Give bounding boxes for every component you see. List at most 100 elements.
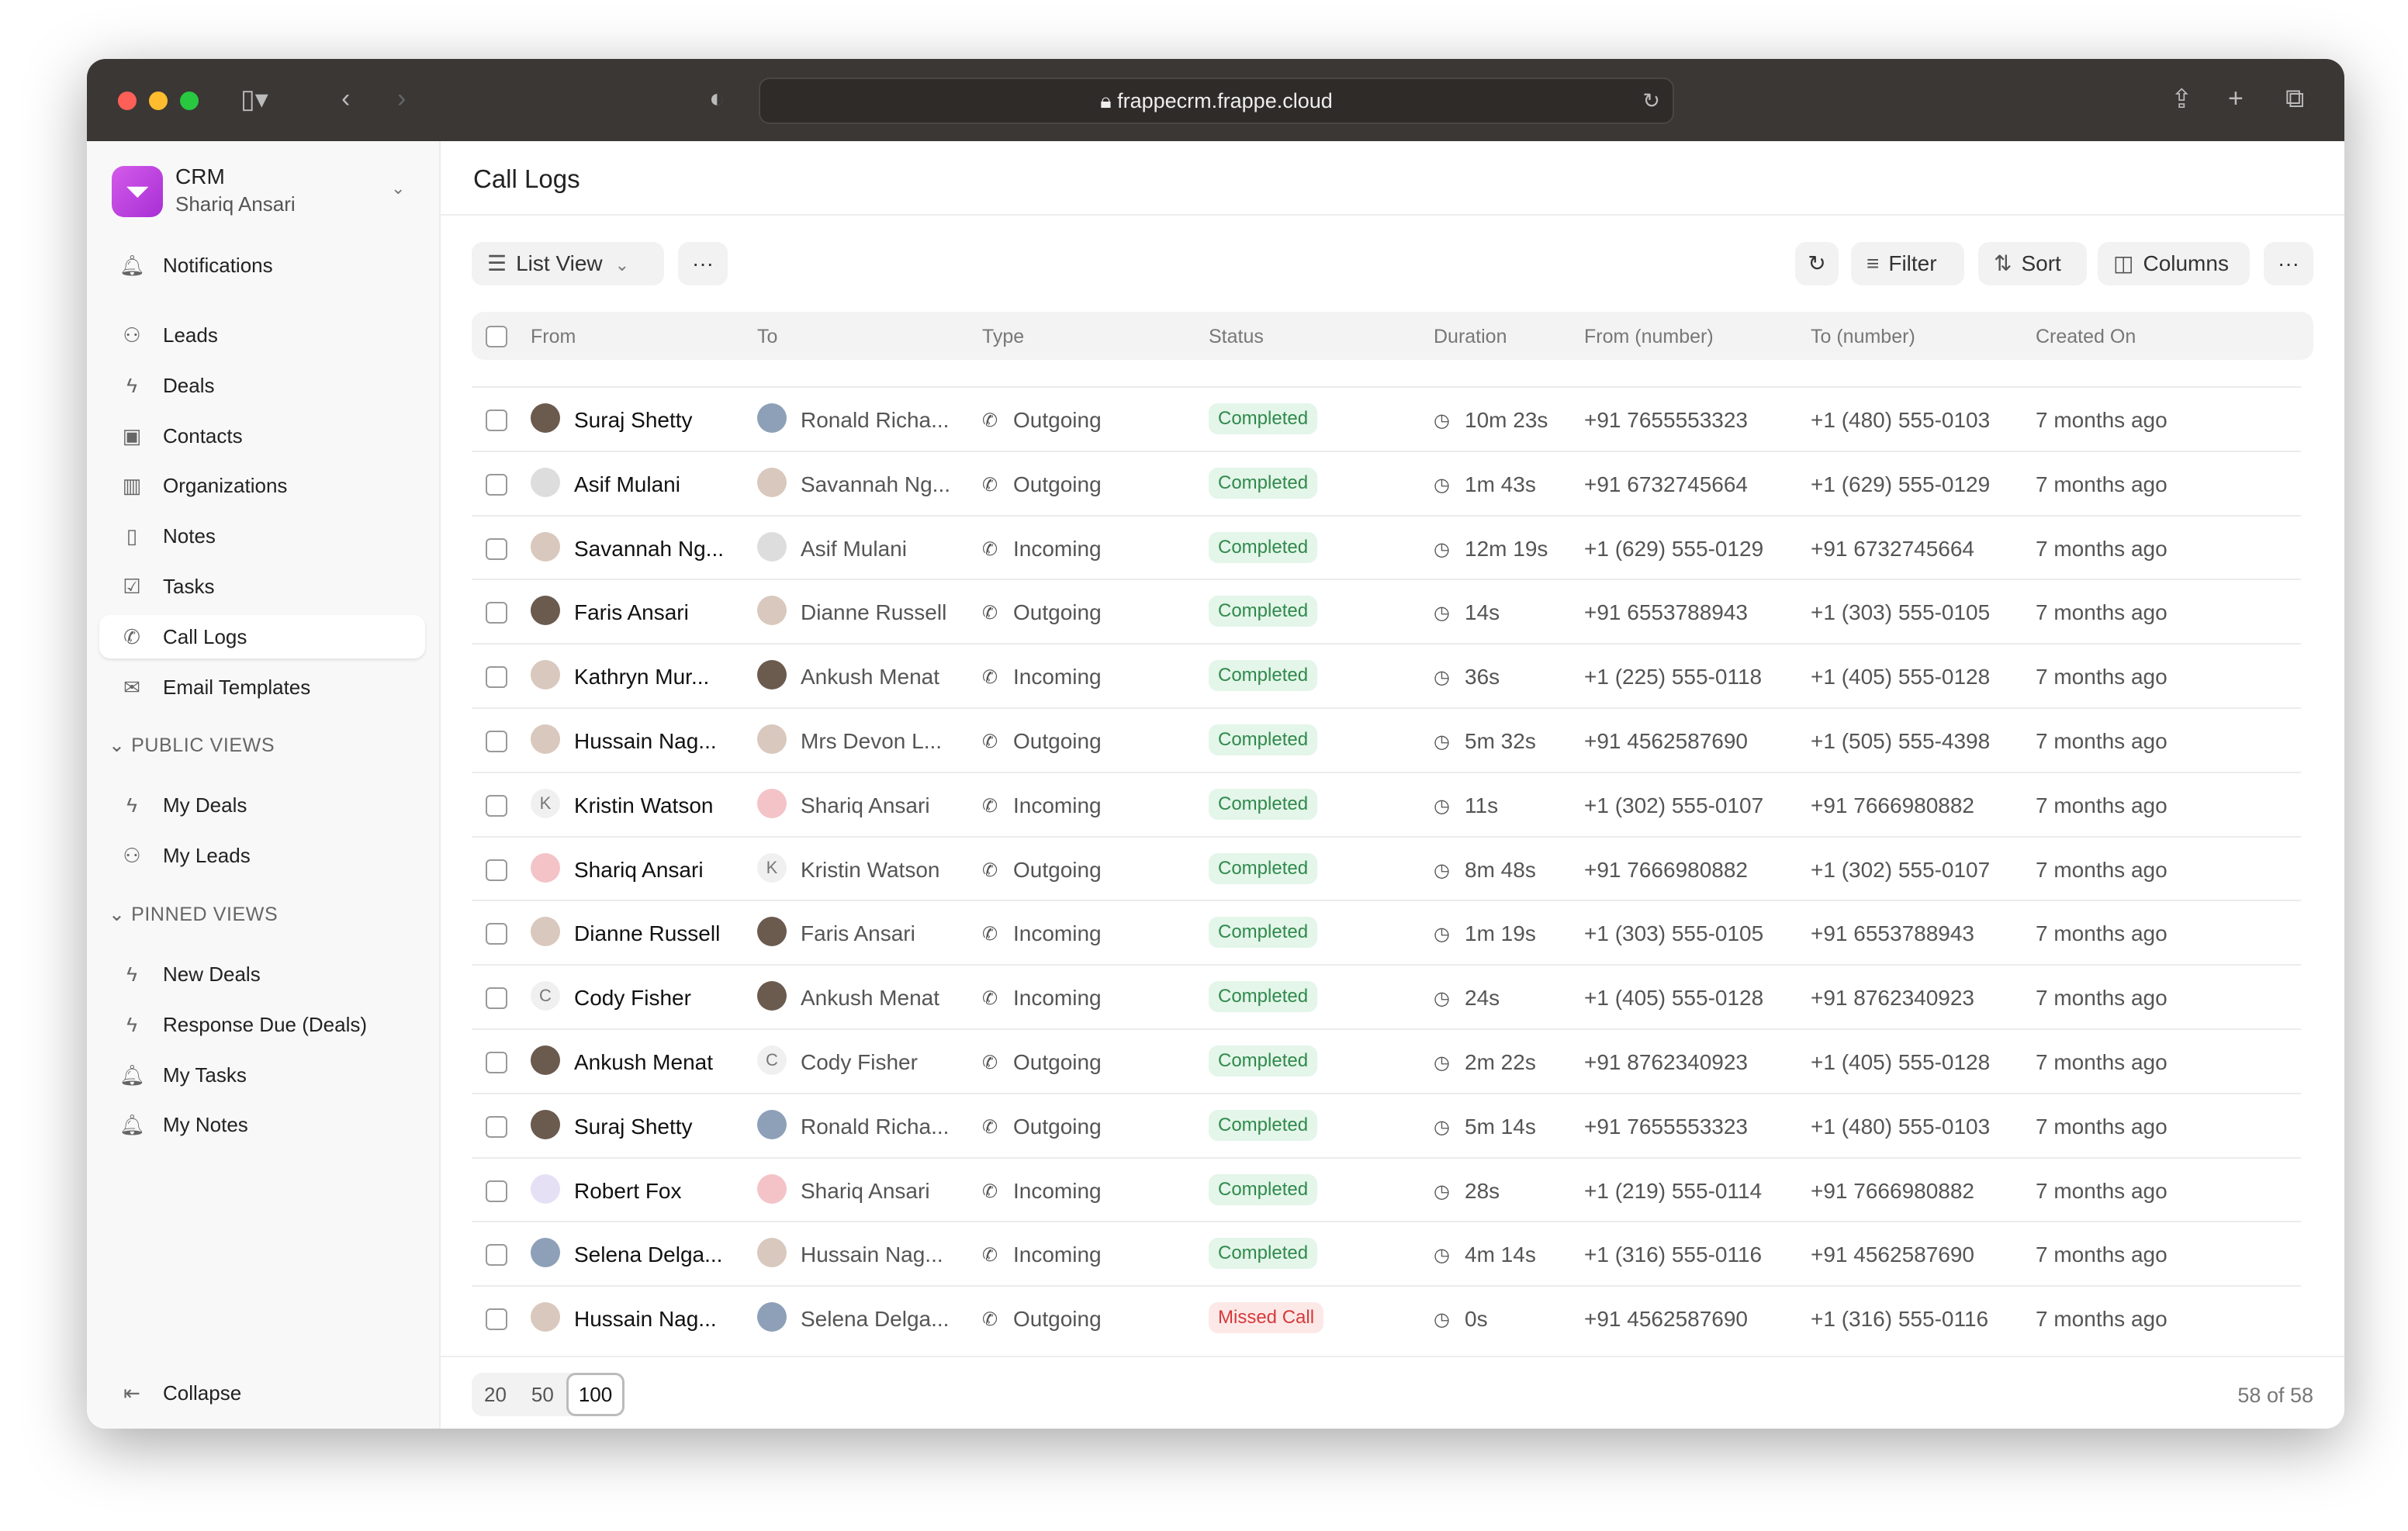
sidebar-item-my-leads[interactable]: ⚇ My Leads	[99, 834, 425, 877]
sidebar-item-leads[interactable]: ⚇ Leads	[99, 313, 425, 357]
filter-button[interactable]: ≡ Filter	[1851, 242, 1964, 285]
row-checkbox[interactable]	[486, 537, 507, 560]
table-row[interactable]: C Cody Fisher Ankush Menat ✆ Incoming Co…	[472, 964, 2301, 1029]
table-row[interactable]: Ankush Menat C Cody Fisher ✆ Outgoing Co…	[472, 1028, 2301, 1094]
to-name: Faris Ansari	[801, 921, 915, 946]
row-checkbox[interactable]	[486, 1180, 507, 1202]
sidebar-item-organizations[interactable]: ▥ Organizations	[99, 464, 425, 507]
sidebar-item-contacts[interactable]: ▣ Contacts	[99, 414, 425, 458]
sidebar-item-my-tasks[interactable]: 🔔︎ My Tasks	[99, 1053, 425, 1097]
table-row[interactable]: Suraj Shetty Ronald Richa... ✆ Outgoing …	[472, 1092, 2301, 1158]
sidebar-item-deals[interactable]: ϟ Deals	[99, 364, 425, 407]
from-name: Faris Ansari	[574, 600, 689, 625]
column-header[interactable]: From	[531, 326, 576, 347]
public-views-section[interactable]: ⌄ PUBLIC VIEWS	[109, 734, 275, 757]
table-row[interactable]: Suraj Shetty Ronald Richa... ✆ Outgoing …	[472, 386, 2301, 451]
table-row[interactable]: K Kristin Watson Shariq Ansari ✆ Incomin…	[472, 771, 2301, 837]
table-row[interactable]: Savannah Ng... Asif Mulani ✆ Incoming Co…	[472, 514, 2301, 580]
reload-icon[interactable]: ↻	[1642, 89, 1660, 112]
chevron-down-icon[interactable]: ⌄	[391, 178, 406, 198]
clock-icon: ◷	[1434, 474, 1450, 496]
back-icon[interactable]: ‹	[341, 84, 351, 113]
pinned-views-section[interactable]: ⌄ PINNED VIEWS	[109, 903, 278, 926]
column-header[interactable]: Created On	[2036, 326, 2136, 347]
list-icon: ☰	[487, 251, 507, 275]
row-checkbox[interactable]	[486, 1308, 507, 1331]
user-name[interactable]: Shariq Ansari	[175, 192, 296, 216]
more-actions-button[interactable]: ···	[2264, 242, 2313, 285]
column-header[interactable]: Status	[1209, 326, 1264, 347]
table-row[interactable]: Kathryn Mur... Ankush Menat ✆ Incoming C…	[472, 643, 2301, 708]
row-checkbox[interactable]	[486, 473, 507, 496]
from-name: Selena Delga...	[574, 1242, 723, 1267]
avatar	[531, 467, 560, 497]
table-row[interactable]: Hussain Nag... Mrs Devon L... ✆ Outgoing…	[472, 707, 2301, 772]
sidebar-item-my-deals[interactable]: ϟ My Deals	[99, 783, 425, 827]
table-row[interactable]: Faris Ansari Dianne Russell ✆ Outgoing C…	[472, 579, 2301, 644]
row-checkbox[interactable]	[486, 666, 507, 689]
sidebar-item-call-logs[interactable]: ✆ Call Logs	[99, 614, 425, 658]
share-icon[interactable]: ⇪	[2171, 85, 2193, 114]
column-header[interactable]: To	[757, 326, 778, 347]
forward-icon[interactable]: ›	[397, 84, 407, 113]
tabs-overview-icon[interactable]: ⧉	[2285, 84, 2305, 113]
table-footer: 20 50 100 58 of 58	[441, 1356, 2344, 1429]
row-checkbox[interactable]	[486, 987, 507, 1010]
sidebar-item-tasks[interactable]: ☑ Tasks	[99, 565, 425, 608]
sidebar-item-email-templates[interactable]: ✉ Email Templates	[99, 665, 425, 709]
refresh-button[interactable]: ↻	[1795, 242, 1839, 285]
row-checkbox[interactable]	[486, 1115, 507, 1138]
row-checkbox[interactable]	[486, 410, 507, 431]
table-row[interactable]: Robert Fox Shariq Ansari ✆ Incoming Comp…	[472, 1156, 2301, 1222]
row-checkbox[interactable]	[486, 1244, 507, 1267]
address-bar[interactable]: 🔒︎ frappecrm.frappe.cloud ↻	[759, 78, 1674, 124]
table-row[interactable]: Dianne Russell Faris Ansari ✆ Incoming C…	[472, 900, 2301, 965]
sidebar-toggle-icon[interactable]: ▯▾	[240, 85, 268, 114]
sort-button[interactable]: ⇅ Sort	[1978, 242, 2087, 285]
shield-icon[interactable]: ◐	[709, 84, 725, 113]
from-number: +91 6553788943	[1584, 600, 1748, 625]
avatar	[757, 467, 787, 497]
clock-icon: ◷	[1434, 1052, 1450, 1073]
column-header[interactable]: From (number)	[1584, 326, 1714, 347]
new-tab-icon[interactable]: +	[2228, 84, 2244, 113]
column-header[interactable]: To (number)	[1811, 326, 1915, 347]
list-view-dropdown[interactable]: ☰ List View ⌄	[472, 242, 664, 285]
columns-button[interactable]: ◫ Columns	[2098, 242, 2250, 285]
more-options-button[interactable]: ···	[678, 242, 728, 285]
page-size-100[interactable]: 100	[566, 1373, 625, 1416]
app-name[interactable]: CRM	[175, 164, 225, 188]
row-checkbox[interactable]	[486, 602, 507, 624]
column-header[interactable]: Duration	[1434, 326, 1507, 347]
sidebar-item-response-due-deals[interactable]: ϟ Response Due (Deals)	[99, 1003, 425, 1046]
table-row[interactable]: Shariq Ansari K Kristin Watson ✆ Outgoin…	[472, 835, 2301, 901]
close-window-button[interactable]	[118, 92, 137, 110]
row-checkbox[interactable]	[486, 923, 507, 945]
page-size-20[interactable]: 20	[484, 1383, 507, 1406]
table-row[interactable]: Hussain Nag... Selena Delga... ✆ Outgoin…	[472, 1285, 2301, 1350]
collapse-button[interactable]: ⇤ Collapse	[99, 1371, 425, 1415]
row-checkbox[interactable]	[486, 731, 507, 752]
sidebar-item-notes[interactable]: ▯ Notes	[99, 514, 425, 558]
maximize-window-button[interactable]	[180, 92, 199, 110]
table-row[interactable]: Selena Delga... Hussain Nag... ✆ Incomin…	[472, 1221, 2301, 1286]
nav-label: Call Logs	[163, 624, 247, 648]
sidebar-item-my-notes[interactable]: 🔔︎ My Notes	[99, 1103, 425, 1146]
select-all-checkbox[interactable]	[486, 326, 507, 347]
table-row[interactable]: Asif Mulani Savannah Ng... ✆ Outgoing Co…	[472, 450, 2301, 516]
call-type: Outgoing	[1013, 729, 1102, 753]
avatar	[757, 596, 787, 626]
from-number: +91 7655553323	[1584, 1114, 1748, 1139]
minimize-window-button[interactable]	[149, 92, 168, 110]
row-checkbox[interactable]	[486, 794, 507, 817]
sidebar-item-notifications[interactable]: 🔔︎ Notifications	[99, 244, 425, 287]
sidebar-item-new-deals[interactable]: ϟ New Deals	[99, 952, 425, 996]
column-header[interactable]: Type	[982, 326, 1025, 347]
page-size-50[interactable]: 50	[531, 1383, 554, 1406]
to-number: +1 (405) 555-0128	[1811, 665, 1991, 689]
row-checkbox[interactable]	[486, 859, 507, 881]
nav-label: Notes	[163, 524, 216, 548]
filter-label: Filter	[1888, 251, 1937, 275]
row-checkbox[interactable]	[486, 1052, 507, 1073]
to-name: Savannah Ng...	[801, 472, 951, 496]
